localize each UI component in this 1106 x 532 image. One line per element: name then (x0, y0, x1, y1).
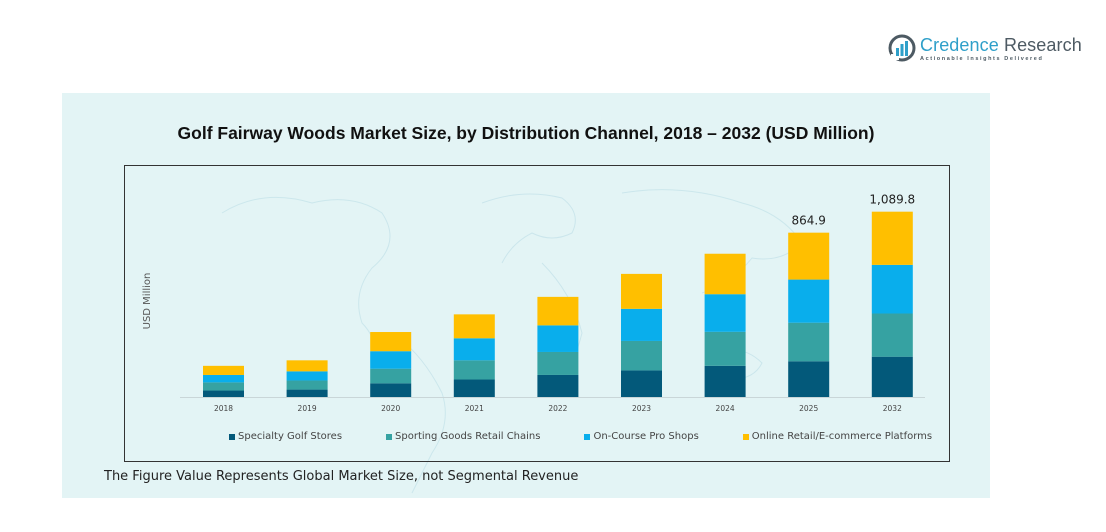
bar-segment-2024-on-course-pro-shops (704, 294, 746, 332)
bar-segment-2032-sporting-goods-retail-chains (871, 313, 913, 357)
bar-segment-2025-sporting-goods-retail-chains (788, 322, 830, 362)
x-tick-label: 2025 (799, 404, 818, 413)
bar-segment-2022-on-course-pro-shops (537, 325, 579, 352)
x-tick-label: 2021 (465, 404, 484, 413)
legend-label: Specialty Golf Stores (238, 431, 343, 442)
bar-chart-logo-icon (888, 34, 916, 62)
bar-segment-2024-sporting-goods-retail-chains (704, 331, 746, 366)
bar-segment-2018-online-retail-e-commerce-platforms (203, 365, 244, 375)
bar-segment-2020-specialty-golf-stores (370, 383, 412, 397)
y-axis-label: USD Million (142, 273, 153, 330)
bar-segment-2023-online-retail-e-commerce-platforms (621, 273, 662, 309)
bar-segment-2018-specialty-golf-stores (203, 390, 244, 397)
brand-name-part2: Research (1003, 34, 1082, 55)
bar-segment-2023-on-course-pro-shops (621, 308, 662, 341)
x-tick-label: 2019 (298, 404, 317, 413)
brand-name-part1: Credence (920, 34, 999, 55)
bar-segment-2024-online-retail-e-commerce-platforms (704, 253, 746, 295)
data-label-2032: 1,089.8 (869, 193, 915, 207)
bar-segment-2020-on-course-pro-shops (370, 351, 412, 369)
legend-swatch (229, 433, 235, 440)
data-label-2025: 864.9 (792, 214, 826, 228)
chart-plot: USD Million 2018 2019 2020 2021 2022 2023 2024… (142, 193, 925, 413)
bar-segment-2023-sporting-goods-retail-chains (621, 340, 662, 371)
legend-item-specialty-golf-stores: Specialty Golf Stores (229, 431, 342, 442)
chart-title: Golf Fairway Woods Market Size, by Distr… (177, 123, 875, 143)
legend-label: Online Retail/E-commerce Platforms (751, 431, 933, 442)
legend-item-on-course-pro-shops: On-Course Pro Shops (584, 431, 699, 442)
legend-swatch (742, 433, 749, 440)
x-tick-label: 2023 (632, 404, 651, 413)
x-tick-label: 2018 (214, 404, 233, 413)
bar-segment-2032-online-retail-e-commerce-platforms (871, 211, 913, 265)
bar-segment-2019-specialty-golf-stores (286, 389, 328, 397)
bar-segment-2022-sporting-goods-retail-chains (537, 351, 579, 375)
chart-frame: USD Million 2018 2019 2020 2021 2022 2023 2024… (124, 165, 950, 462)
bar-segment-2032-on-course-pro-shops (871, 264, 913, 314)
bar-segment-2022-online-retail-e-commerce-platforms (537, 296, 579, 326)
bar-segment-2025-online-retail-e-commerce-platforms (788, 232, 830, 280)
bar-segment-2019-sporting-goods-retail-chains (286, 380, 328, 390)
x-tick-label: 2024 (716, 404, 735, 413)
legend-label: On-Course Pro Shops (593, 431, 699, 442)
x-tick-label: 2032 (883, 404, 902, 413)
legend-label: Sporting Goods Retail Chains (395, 431, 541, 442)
bar-segment-2025-specialty-golf-stores (788, 361, 830, 397)
bar-segment-2019-online-retail-e-commerce-platforms (286, 360, 328, 372)
brand-logo: Credence Research Actionable Insights De… (888, 34, 1082, 62)
bar-segment-2018-sporting-goods-retail-chains (203, 382, 244, 391)
chart-legend: Specialty Golf Stores Sporting Goods Reta… (229, 431, 932, 442)
bar-segment-2032-specialty-golf-stores (871, 356, 913, 397)
legend-item-sporting-goods-retail-chains: Sporting Goods Retail Chains (386, 431, 540, 442)
x-tick-label: 2020 (381, 404, 400, 413)
legend-item-online-retail-e-commerce-platforms: Online Retail/E-commerce Platforms (742, 431, 933, 442)
bar-segment-2020-online-retail-e-commerce-platforms (370, 332, 412, 352)
bar-segment-2021-sporting-goods-retail-chains (453, 360, 495, 380)
bar-segment-2021-specialty-golf-stores (453, 379, 495, 397)
bar-segment-2020-sporting-goods-retail-chains (370, 368, 412, 384)
brand-tagline: Actionable Insights Delivered (920, 55, 1044, 62)
brand-name: Credence Research (920, 35, 1082, 55)
bar-segment-2018-on-course-pro-shops (203, 374, 244, 383)
legend-swatch (386, 433, 393, 440)
legend-swatch (584, 433, 591, 440)
bar-segment-2025-on-course-pro-shops (788, 279, 830, 323)
bar-segment-2023-specialty-golf-stores (621, 370, 662, 397)
bar-segment-2021-on-course-pro-shops (453, 338, 495, 361)
bar-segment-2022-specialty-golf-stores (537, 374, 579, 397)
bar-segment-2019-on-course-pro-shops (286, 371, 328, 381)
x-tick-label: 2022 (548, 404, 567, 413)
bar-segment-2024-specialty-golf-stores (704, 365, 746, 397)
footnote: The Figure Value Represents Global Marke… (104, 469, 579, 484)
chart-panel: Golf Fairway Woods Market Size, by Distr… (62, 93, 990, 498)
bar-segment-2021-online-retail-e-commerce-platforms (453, 314, 495, 339)
